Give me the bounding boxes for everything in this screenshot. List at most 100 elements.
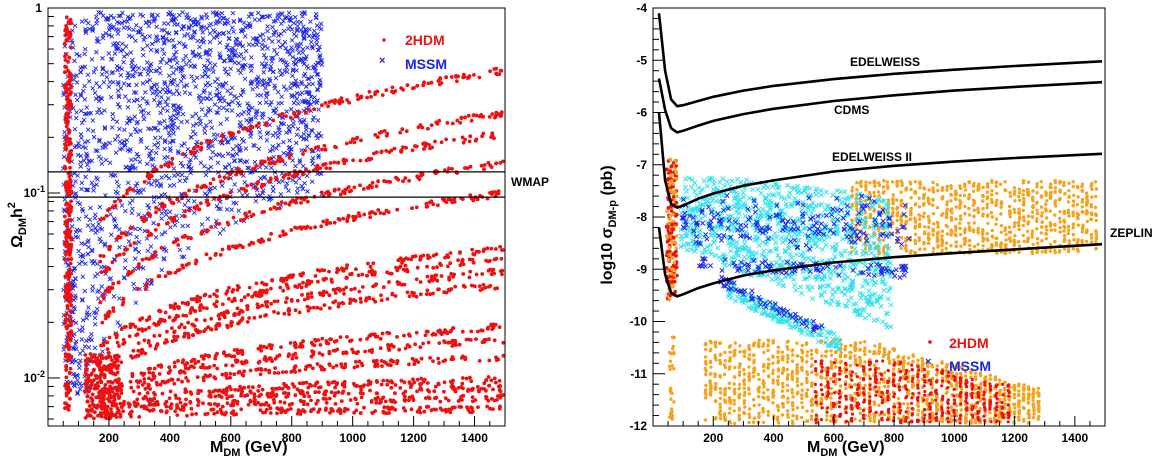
point-2hdm	[277, 353, 282, 358]
point-2hdm	[276, 154, 281, 159]
point-2hdm	[333, 385, 337, 390]
point-2hdm	[436, 381, 441, 386]
point-mssm	[233, 200, 239, 206]
point-mssm	[163, 208, 169, 214]
point-mssm	[203, 112, 209, 118]
point-2hdm	[491, 387, 495, 392]
point-2hdm	[359, 138, 363, 143]
point-mssm	[117, 139, 123, 145]
point-2hdm	[175, 403, 179, 407]
point-mssm	[217, 40, 223, 45]
point-mssm	[92, 215, 98, 221]
point-2hdm	[370, 272, 375, 277]
point	[918, 186, 922, 190]
point-2hdm	[343, 406, 347, 411]
point	[864, 185, 868, 189]
point-2hdm	[65, 223, 70, 228]
point-2hdm	[193, 150, 198, 155]
point-mssm	[131, 27, 136, 33]
point-mssm	[250, 86, 255, 92]
point-mssm	[234, 151, 240, 157]
point-mssm	[103, 157, 109, 163]
point	[891, 199, 895, 203]
point-mssm	[165, 96, 171, 101]
point-2hdm	[315, 362, 320, 366]
point-2hdm	[403, 176, 408, 181]
point-2hdm	[331, 300, 336, 305]
point-2hdm	[327, 192, 332, 196]
point-mssm	[315, 135, 320, 141]
point-mssm	[80, 274, 86, 280]
point-mssm	[185, 223, 191, 229]
point-2hdm	[192, 297, 196, 302]
point-2hdm	[268, 411, 273, 415]
point-2hdm	[172, 381, 177, 386]
point-mssm	[205, 96, 210, 101]
point-2hdm	[328, 221, 333, 225]
point-mssm	[232, 182, 238, 187]
point-mssm	[148, 244, 154, 249]
point-mssm	[123, 208, 128, 214]
point-2hdm	[486, 375, 491, 379]
point-2hdm	[64, 354, 68, 359]
point-2hdm	[149, 278, 154, 282]
point-mssm	[300, 13, 305, 19]
point-2hdm	[153, 166, 158, 171]
point-2hdm	[480, 134, 484, 139]
point-2hdm	[159, 246, 164, 250]
point-2hdm	[123, 248, 128, 252]
point-2hdm	[199, 147, 203, 152]
point-mssm	[224, 116, 230, 122]
point-2hdm	[203, 318, 207, 323]
point-mssm	[82, 288, 88, 294]
point-2hdm	[393, 407, 398, 412]
point-2hdm	[407, 362, 411, 367]
point-2hdm	[469, 387, 473, 392]
point-mssm	[90, 128, 96, 134]
point-mssm	[219, 183, 225, 188]
point-2hdm	[259, 368, 264, 372]
point-2hdm	[480, 272, 485, 276]
point-2hdm	[187, 208, 192, 213]
point-2hdm	[266, 157, 271, 162]
point-2hdm	[484, 388, 488, 393]
point-mssm	[121, 59, 126, 65]
point-mssm	[144, 145, 150, 151]
point-2hdm	[435, 265, 439, 269]
point-mssm	[298, 41, 304, 47]
point-2hdm	[222, 412, 227, 417]
point-2hdm	[403, 398, 408, 402]
point-2hdm	[275, 406, 279, 411]
point-2hdm	[104, 268, 109, 273]
point-2hdm	[309, 354, 314, 359]
point-2hdm	[484, 394, 488, 399]
point	[908, 217, 912, 222]
point-2hdm	[414, 205, 419, 210]
point-mssm	[207, 23, 212, 28]
point-2hdm	[399, 378, 404, 383]
point-2hdm	[381, 285, 386, 290]
point	[899, 179, 903, 183]
point-2hdm	[264, 407, 269, 412]
point-2hdm	[230, 363, 235, 368]
point-mssm	[167, 209, 173, 215]
point-2hdm	[351, 158, 355, 163]
point-mssm	[73, 191, 79, 196]
point-2hdm	[317, 269, 322, 273]
point-2hdm	[118, 414, 123, 419]
point-2hdm	[203, 366, 208, 370]
point-2hdm	[433, 277, 437, 282]
point-mssm	[122, 127, 127, 133]
point-mssm	[191, 210, 197, 215]
point-mssm	[89, 258, 95, 264]
point-mssm	[127, 200, 133, 206]
point-2hdm	[354, 351, 359, 356]
point-mssm	[170, 127, 176, 133]
point-2hdm	[305, 199, 310, 204]
point-mssm	[217, 90, 222, 96]
point-2hdm	[188, 364, 193, 369]
point-mssm	[76, 248, 81, 254]
point-2hdm	[67, 267, 72, 272]
point-2hdm	[389, 379, 394, 383]
point-2hdm	[183, 209, 187, 214]
